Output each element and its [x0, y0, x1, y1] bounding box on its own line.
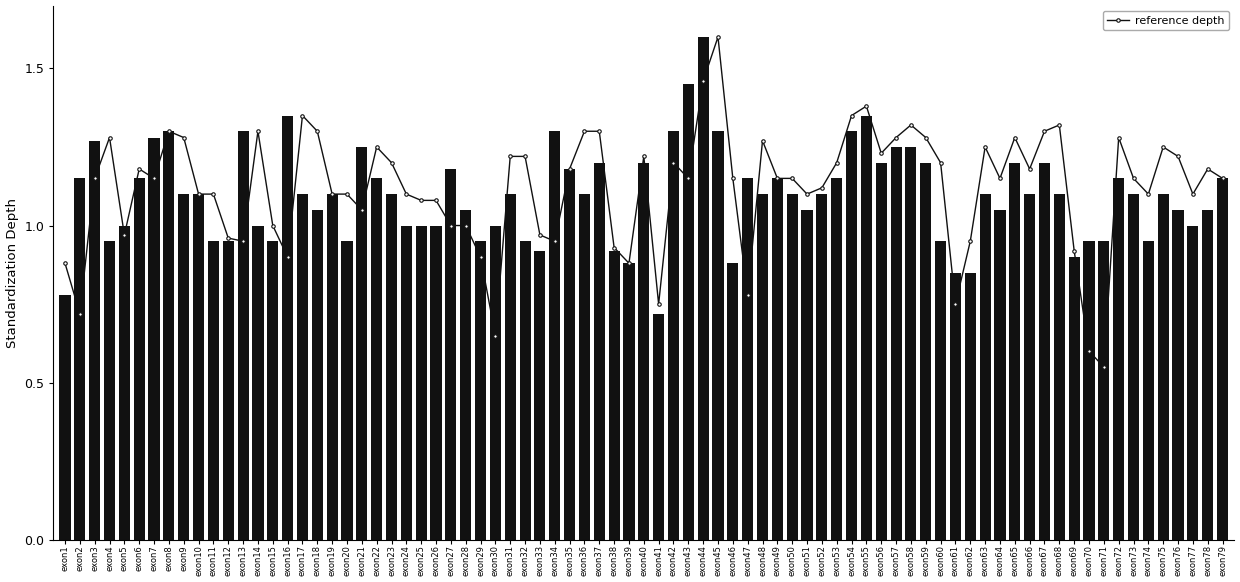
Bar	[326, 194, 337, 540]
Bar	[164, 132, 175, 540]
Bar	[415, 225, 427, 540]
Bar	[401, 225, 412, 540]
reference depth	[711, 34, 725, 41]
Bar	[134, 179, 145, 540]
Bar	[520, 241, 531, 540]
Bar	[698, 37, 709, 540]
reference depth	[532, 232, 547, 239]
Bar	[950, 272, 961, 540]
reference depth	[919, 134, 934, 141]
Bar	[861, 116, 872, 540]
Bar	[801, 210, 812, 540]
Bar	[386, 194, 397, 540]
Bar	[653, 314, 665, 540]
Bar	[1114, 179, 1125, 540]
Bar	[579, 194, 590, 540]
Bar	[1054, 194, 1065, 540]
Bar	[980, 194, 991, 540]
Bar	[193, 194, 205, 540]
Bar	[890, 147, 901, 540]
Bar	[341, 241, 352, 540]
Legend: reference depth: reference depth	[1102, 11, 1229, 30]
Bar	[875, 163, 887, 540]
Bar	[668, 132, 680, 540]
Bar	[490, 225, 501, 540]
Bar	[846, 132, 857, 540]
Bar	[430, 225, 441, 540]
Bar	[104, 241, 115, 540]
Bar	[935, 241, 946, 540]
Bar	[238, 132, 249, 540]
Bar	[371, 179, 382, 540]
Bar	[89, 141, 100, 540]
Bar	[119, 225, 130, 540]
Bar	[1084, 241, 1095, 540]
Line: reference depth: reference depth	[63, 36, 1224, 368]
Bar	[267, 241, 278, 540]
Bar	[1128, 194, 1140, 540]
reference depth	[340, 191, 355, 198]
reference depth	[740, 291, 755, 298]
Bar	[742, 179, 753, 540]
Y-axis label: Standardization Depth: Standardization Depth	[5, 198, 19, 347]
Bar	[534, 251, 546, 540]
Bar	[1188, 225, 1198, 540]
Bar	[1009, 163, 1021, 540]
Bar	[311, 210, 322, 540]
Bar	[1039, 163, 1050, 540]
reference depth	[1096, 363, 1111, 370]
Bar	[831, 179, 842, 540]
Bar	[74, 179, 86, 540]
reference depth	[1215, 175, 1230, 182]
Bar	[1024, 194, 1035, 540]
Bar	[60, 294, 71, 540]
reference depth	[57, 260, 72, 267]
Bar	[994, 210, 1006, 540]
Bar	[771, 179, 782, 540]
Bar	[905, 147, 916, 540]
Bar	[475, 241, 486, 540]
Bar	[549, 132, 560, 540]
Bar	[253, 225, 264, 540]
Bar	[296, 194, 308, 540]
Bar	[1143, 241, 1154, 540]
Bar	[445, 169, 456, 540]
Bar	[639, 163, 650, 540]
Bar	[609, 251, 620, 540]
Bar	[208, 241, 219, 540]
Bar	[786, 194, 797, 540]
Bar	[149, 137, 160, 540]
Bar	[460, 210, 471, 540]
Bar	[920, 163, 931, 540]
Bar	[1202, 210, 1213, 540]
Bar	[756, 194, 768, 540]
Bar	[713, 132, 724, 540]
Bar	[1216, 179, 1228, 540]
Bar	[505, 194, 516, 540]
Bar	[356, 147, 367, 540]
Bar	[1173, 210, 1184, 540]
Bar	[1158, 194, 1169, 540]
Bar	[1099, 241, 1110, 540]
Bar	[179, 194, 190, 540]
Bar	[683, 84, 694, 540]
Bar	[594, 163, 605, 540]
reference depth	[517, 153, 532, 160]
Bar	[1069, 257, 1080, 540]
Bar	[965, 272, 976, 540]
Bar	[624, 263, 635, 540]
Bar	[564, 169, 575, 540]
Bar	[281, 116, 293, 540]
reference depth	[370, 144, 384, 151]
Bar	[816, 194, 827, 540]
Bar	[728, 263, 738, 540]
Bar	[223, 241, 234, 540]
